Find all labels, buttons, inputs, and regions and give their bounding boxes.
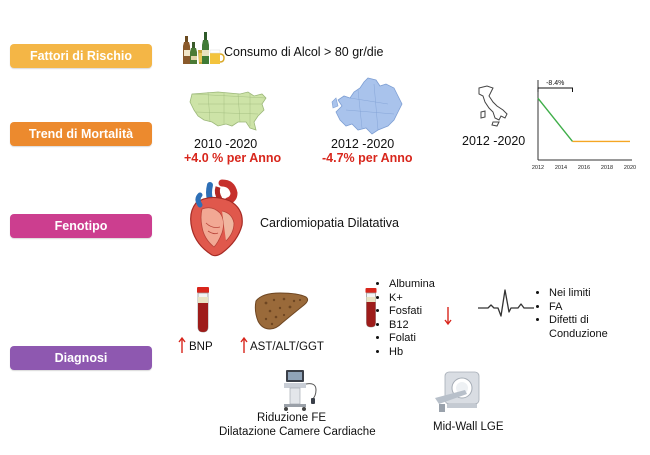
list-item: Fosfati [389, 305, 435, 319]
ecg-icon [478, 289, 534, 317]
chart-x-tick-label: 2016 [578, 165, 590, 171]
echo-line1: Riduzione FE [257, 412, 327, 424]
lab-blood-tube-icon [365, 288, 377, 328]
list-item: Folati [389, 332, 435, 346]
category-mortality-trend-label: Trend di Mortalità [28, 127, 134, 141]
liver-icon [254, 292, 309, 330]
list-item: FA [549, 301, 650, 315]
liver-label: AST/ALT/GGT [250, 341, 324, 353]
liver-up-arrow-icon [240, 336, 248, 353]
heart-icon [190, 179, 243, 257]
bnp-label: BNP [189, 341, 213, 353]
ultrasound-machine-icon [284, 370, 317, 411]
chart-x-tick-label: 2012 [532, 165, 544, 171]
chart-x-tick-label: 2014 [555, 165, 567, 171]
mri-label: Mid-Wall LGE [433, 421, 504, 433]
category-phenotype: Fenotipo [10, 214, 152, 238]
chart-x-tick-label: 2020 [624, 165, 636, 171]
category-mortality-trend: Trend di Mortalità [10, 122, 152, 146]
chart-series-line-0 [537, 97, 574, 142]
italy-mortality-chart: 2012 2014 2016 2018 2020 -8.4% [532, 80, 636, 171]
lab-values-list: Albumina K+ Fosfati B12 Folati Hb [376, 278, 435, 360]
bnp-blood-tube-icon [197, 287, 209, 333]
chart-x-tick-label: 2018 [601, 165, 613, 171]
europe-change: -4.7% per Anno [322, 151, 413, 165]
category-diagnosis-label: Diagnosi [54, 351, 108, 365]
chart-annotation-label: -8.4% [546, 80, 564, 87]
category-phenotype-label: Fenotipo [54, 219, 108, 233]
phenotype-text: Cardiomiopatia Dilatativa [260, 216, 399, 230]
italy-map-icon [478, 85, 508, 127]
list-item: Difetti di Conduzione [549, 314, 650, 341]
category-risk-factors: Fattori di Rischio [10, 44, 152, 68]
europe-map-icon [331, 77, 403, 135]
ecg-findings-list: Nei limiti FA Difetti di Conduzione [536, 287, 650, 341]
category-risk-factors-label: Fattori di Rischio [29, 49, 133, 63]
echo-line2: Dilatazione Camere Cardiache [219, 426, 376, 438]
lab-down-arrow-icon [444, 307, 452, 326]
alcohol-bottles-icon [183, 32, 225, 64]
italy-period: 2012 -2020 [462, 134, 526, 148]
list-item: B12 [389, 319, 435, 333]
usa-change: +4.0 % per Anno [184, 151, 282, 165]
mri-scanner-icon [435, 371, 480, 412]
list-item: Albumina [389, 278, 435, 292]
list-item: Nei limiti [549, 287, 650, 301]
category-diagnosis: Diagnosi [10, 346, 152, 370]
risk-factor-text: Consumo di Alcol > 80 gr/die [224, 45, 384, 59]
chart-annotation-bracket [537, 87, 573, 92]
list-item: K+ [389, 292, 435, 306]
bnp-up-arrow-icon [178, 336, 186, 353]
usa-map-icon [189, 91, 267, 131]
list-item: Hb [389, 346, 435, 360]
europe-period: 2012 -2020 [331, 137, 395, 151]
usa-period: 2010 -2020 [194, 137, 258, 151]
